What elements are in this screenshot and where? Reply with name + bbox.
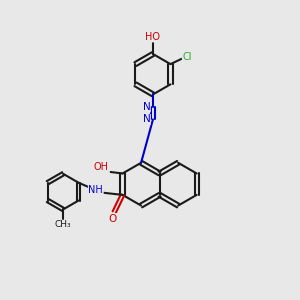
Text: OH: OH [94,162,109,172]
Text: HO: HO [146,32,160,42]
Text: NH: NH [88,185,103,195]
Text: N: N [142,102,150,112]
Text: CH₃: CH₃ [55,220,71,230]
Text: N: N [142,114,150,124]
Text: Cl: Cl [182,52,192,62]
Text: O: O [109,214,117,224]
